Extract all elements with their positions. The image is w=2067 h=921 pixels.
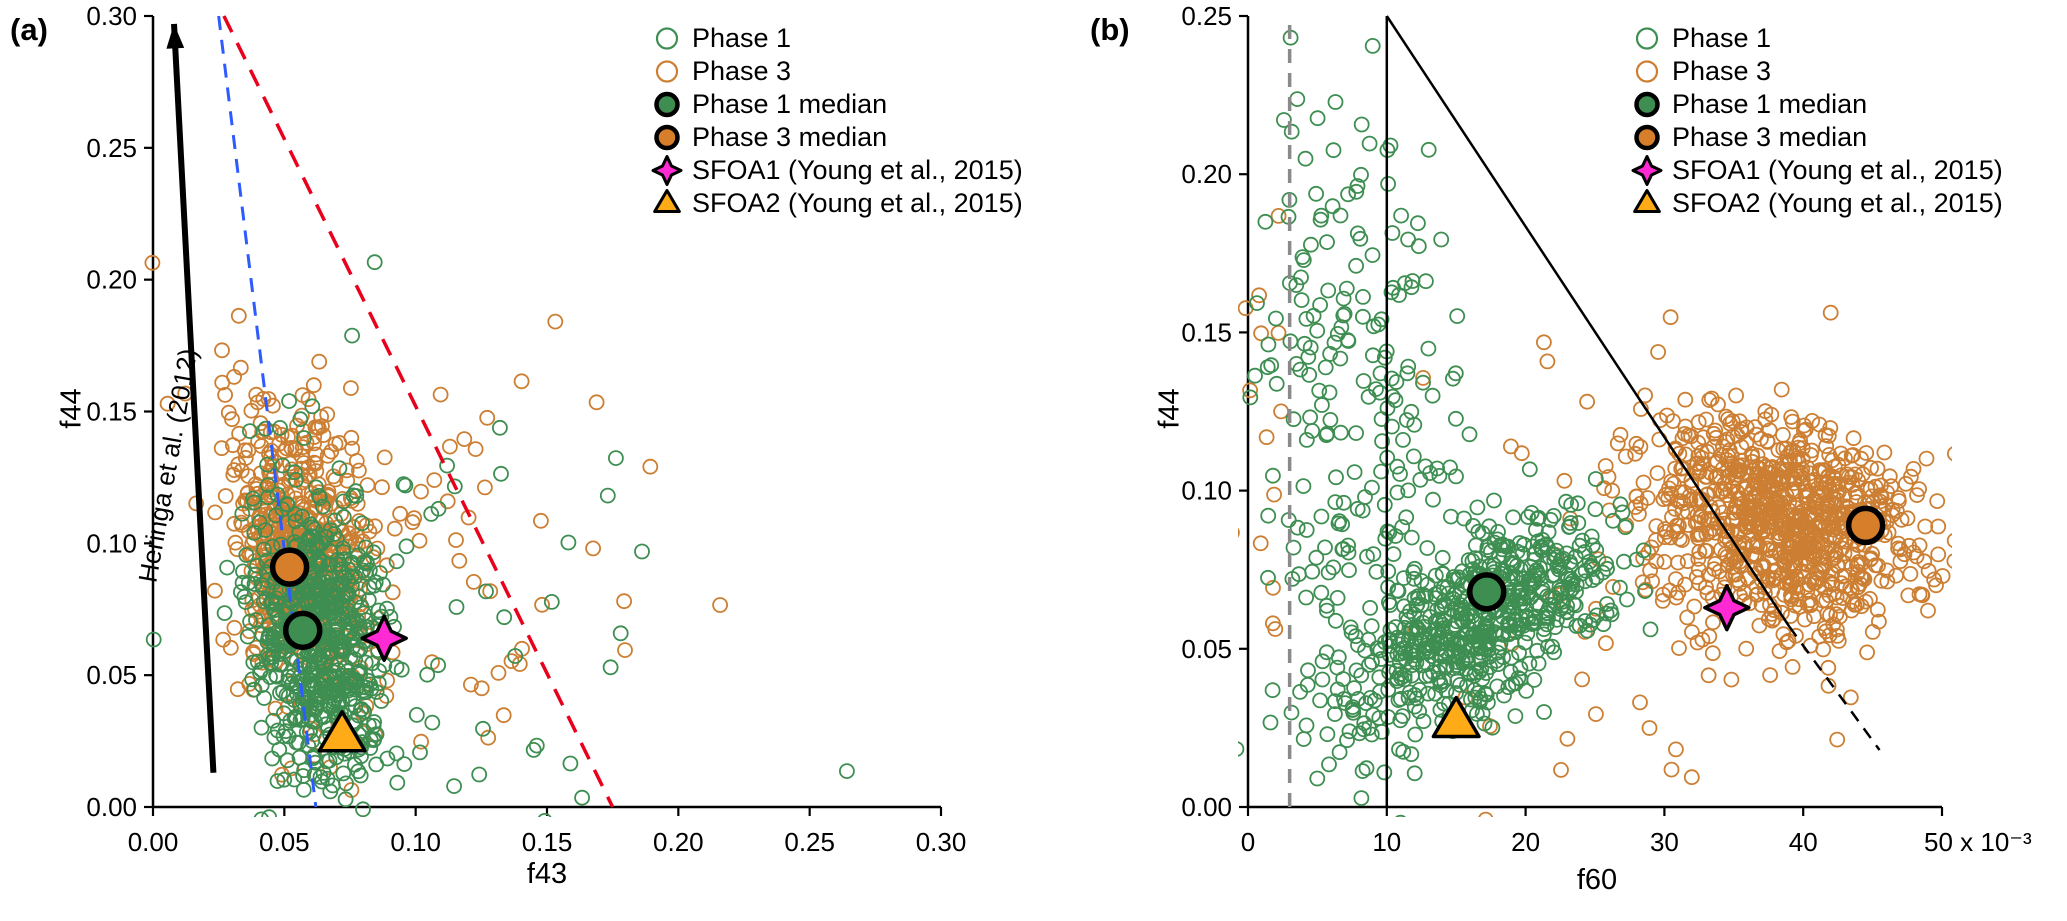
svg-text:0.10: 0.10	[1181, 476, 1232, 506]
phase3-open-circle-icon	[1628, 55, 1666, 88]
panel-a-legend: Phase 1 Phase 3 Phase 1 median Phase 3 m…	[648, 22, 1023, 220]
sfoa1-star-icon	[1628, 154, 1666, 187]
panel-a-yaxis-title: f44	[55, 388, 88, 429]
panel-a-xaxis-title: f43	[526, 858, 568, 890]
phase1-median-circle-icon	[1628, 88, 1666, 121]
legend-item-label: SFOA2 (Young et al., 2015)	[692, 188, 1023, 218]
svg-text:30: 30	[1650, 827, 1679, 857]
legend-item-sfoa1: SFOA1 (Young et al., 2015)	[648, 154, 1023, 187]
svg-text:0.00: 0.00	[86, 792, 137, 822]
legend-item-phase1-median: Phase 1 median	[648, 88, 1023, 121]
legend-item-label: SFOA1 (Young et al., 2015)	[692, 155, 1023, 185]
legend-item-label: Phase 1	[1672, 23, 1772, 53]
svg-text:0.05: 0.05	[86, 660, 137, 690]
svg-text:0.25: 0.25	[86, 133, 137, 163]
svg-text:0.20: 0.20	[1181, 159, 1232, 189]
legend-item-sfoa2: SFOA2 (Young et al., 2015)	[1628, 187, 2003, 220]
legend-item-phase1: Phase 1	[1628, 22, 2003, 55]
svg-text:0.00: 0.00	[128, 827, 179, 857]
legend-item-label: Phase 3	[1672, 56, 1772, 86]
legend-item-label: SFOA1 (Young et al., 2015)	[1672, 155, 2003, 185]
legend-item-phase3-median: Phase 3 median	[1628, 121, 2003, 154]
panel-b-yaxis-title: f44	[1153, 388, 1186, 429]
svg-text:0.05: 0.05	[1181, 634, 1232, 664]
panel-b-label: (b)	[1090, 12, 1130, 47]
svg-text:Heringa et al. (2012): Heringa et al. (2012)	[132, 346, 203, 585]
svg-text:0.10: 0.10	[390, 827, 441, 857]
legend-item-label: Phase 1 median	[692, 89, 888, 119]
svg-text:50 x 10⁻³: 50 x 10⁻³	[1924, 827, 2032, 857]
phase3-open-circle-icon	[648, 55, 686, 88]
panel-a-label: (a)	[10, 12, 48, 47]
svg-text:20: 20	[1511, 827, 1540, 857]
svg-text:0.15: 0.15	[86, 397, 137, 427]
sfoa2-triangle-icon	[648, 187, 686, 220]
svg-text:0.10: 0.10	[86, 528, 137, 558]
legend-item-label: Phase 1 median	[1672, 89, 1868, 119]
legend-item-label: SFOA2 (Young et al., 2015)	[1672, 188, 2003, 218]
svg-text:0.25: 0.25	[1181, 1, 1232, 31]
legend-item-sfoa2: SFOA2 (Young et al., 2015)	[648, 187, 1023, 220]
phase3-median-circle-icon	[648, 121, 686, 154]
phase1-open-circle-icon	[1628, 22, 1666, 55]
svg-text:0.15: 0.15	[522, 827, 573, 857]
svg-text:0.00: 0.00	[1181, 792, 1232, 822]
svg-text:40: 40	[1789, 827, 1818, 857]
sfoa1-star-icon	[648, 154, 686, 187]
svg-text:0.25: 0.25	[784, 827, 835, 857]
legend-item-phase1-median: Phase 1 median	[1628, 88, 2003, 121]
svg-text:0.05: 0.05	[259, 827, 310, 857]
legend-item-label: Phase 3 median	[1672, 122, 1868, 152]
svg-text:0.20: 0.20	[653, 827, 704, 857]
panel-b-xaxis-title: f60	[1576, 864, 1618, 896]
phase1-median-circle-icon	[648, 88, 686, 121]
svg-text:0.15: 0.15	[1181, 317, 1232, 347]
phase3-median-circle-icon	[1628, 121, 1666, 154]
svg-text:0.30: 0.30	[916, 827, 967, 857]
panel-b-legend: Phase 1 Phase 3 Phase 1 median Phase 3 m…	[1628, 22, 2003, 220]
legend-item-label: Phase 3	[692, 56, 792, 86]
legend-item-phase3: Phase 3	[648, 55, 1023, 88]
legend-item-label: Phase 1	[692, 23, 792, 53]
svg-text:0.30: 0.30	[86, 1, 137, 31]
legend-item-sfoa1: SFOA1 (Young et al., 2015)	[1628, 154, 2003, 187]
legend-item-phase3: Phase 3	[1628, 55, 2003, 88]
svg-text:10: 10	[1372, 827, 1401, 857]
legend-item-label: Phase 3 median	[692, 122, 888, 152]
sfoa2-triangle-icon	[1628, 187, 1666, 220]
legend-item-phase3-median: Phase 3 median	[648, 121, 1023, 154]
phase1-open-circle-icon	[648, 22, 686, 55]
svg-text:0: 0	[1241, 827, 1255, 857]
legend-item-phase1: Phase 1	[648, 22, 1023, 55]
svg-text:0.20: 0.20	[86, 265, 137, 295]
